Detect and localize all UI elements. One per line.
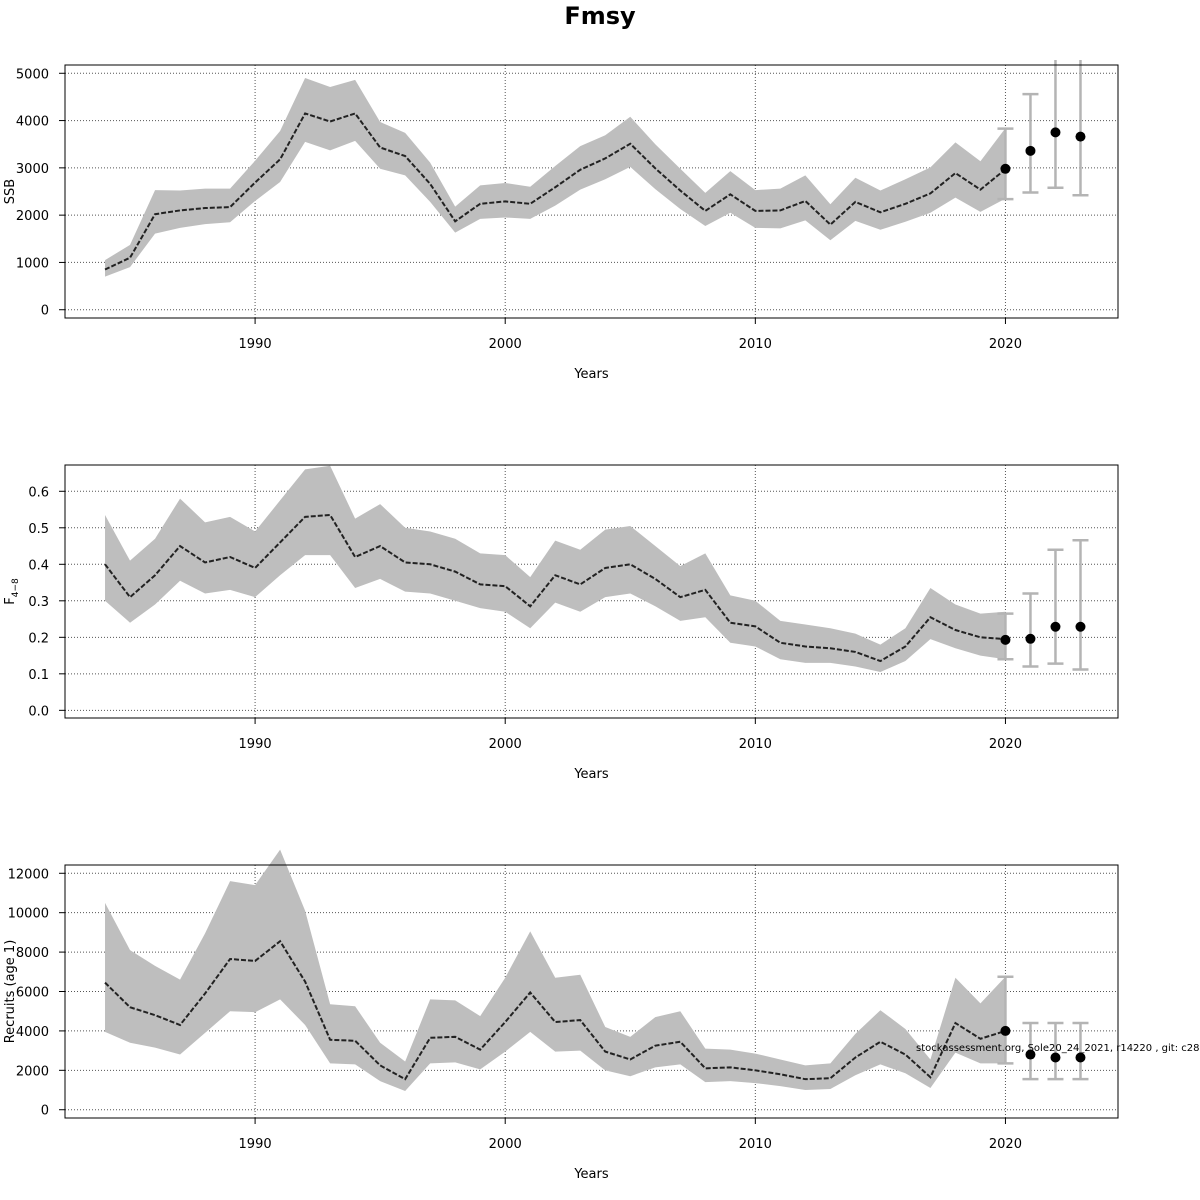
x-tick-label: 2020	[989, 337, 1022, 352]
y-tick-label: 6000	[16, 986, 49, 1001]
y-tick-label: 0.5	[28, 522, 49, 537]
y-tick-label: 0.1	[28, 668, 49, 683]
forecast-point	[1075, 131, 1086, 142]
forecast-point	[1075, 621, 1086, 632]
forecast-point	[1050, 1052, 1061, 1063]
forecast-point	[1000, 634, 1011, 645]
x-tick-label: 1990	[239, 1137, 272, 1152]
x-tick-label: 2020	[989, 1137, 1022, 1152]
y-tick-label: 0.2	[28, 631, 49, 646]
x-tick-label: 2000	[489, 737, 522, 752]
forecast-point	[1050, 127, 1061, 138]
x-tick-label: 2010	[739, 737, 772, 752]
confidence-band	[105, 465, 1006, 672]
x-tick-label: 2010	[739, 1137, 772, 1152]
y-tick-label: 0	[41, 1104, 49, 1119]
chart-title: Fmsy	[564, 2, 636, 30]
x-tick-label: 2020	[989, 737, 1022, 752]
x-axis-label: Years	[573, 767, 609, 782]
y-tick-label: 3000	[16, 162, 49, 177]
x-tick-label: 2000	[489, 1137, 522, 1152]
y-tick-label: 5000	[16, 67, 49, 82]
plot-frame	[64, 464, 1119, 719]
confidence-band	[105, 849, 1006, 1092]
panel-1: 0 1000 2000 3000 4000 5000 1990 2000 2010 2020 Yea…	[3, 60, 1119, 382]
y-tick-label: 2000	[16, 209, 49, 224]
panel-3: 0 2000 4000 6000 8000 10000 12000 1990 2000 2010 2…	[3, 849, 1119, 1182]
x-tick-label: 1990	[239, 737, 272, 752]
forecast-point	[1025, 1049, 1036, 1060]
confidence-band	[105, 78, 1006, 277]
forecast-point	[1050, 621, 1061, 632]
forecast-point	[1025, 145, 1036, 156]
y-tick-label: 4000	[16, 1025, 49, 1040]
y-tick-label: 1000	[16, 256, 49, 271]
forecast-point	[1000, 1025, 1011, 1036]
x-tick-label: 1990	[239, 337, 272, 352]
estimate-line	[104, 112, 1007, 271]
y-tick-label: 8000	[16, 946, 49, 961]
y-tick-label: 0.0	[28, 704, 49, 719]
y-tick-label: 12000	[8, 867, 49, 882]
plot-frame	[64, 64, 1119, 319]
y-tick-label: 0.6	[28, 485, 49, 500]
y-tick-label: 0.3	[28, 595, 49, 610]
y-tick-label: 2000	[16, 1064, 49, 1079]
estimate-line	[104, 513, 1006, 663]
y-tick-label: 10000	[8, 907, 49, 922]
estimate-line	[104, 939, 1006, 1081]
y-tick-label: 0	[41, 304, 49, 319]
y-axis-label-subscript: 4−8	[11, 578, 21, 597]
y-axis-label: SSB	[3, 179, 18, 204]
y-axis-label: Recruits (age 1)	[3, 940, 18, 1044]
panels: 0 1000 2000 3000 4000 5000 1990 2000 2010 2020 Yea…	[3, 60, 1119, 1182]
y-tick-label: 4000	[16, 115, 49, 130]
forecast-point	[1075, 1052, 1086, 1063]
y-tick-label: 0.4	[28, 558, 49, 573]
y-axis-label: F4−8	[3, 578, 21, 605]
footnote: stockassessment.org, Sole20_24_2021, r14…	[916, 1043, 1200, 1054]
x-tick-label: 2000	[489, 337, 522, 352]
forecast-point	[1000, 163, 1011, 174]
x-axis-label: Years	[573, 367, 609, 382]
forecast-point	[1025, 633, 1036, 644]
x-tick-label: 2010	[739, 337, 772, 352]
x-axis-label: Years	[573, 1167, 609, 1182]
panel-2: 0.0 0.1 0.2 0.3 0.4 0.5 0.6 1990 2000 2010 2020 Yea…	[3, 464, 1119, 782]
